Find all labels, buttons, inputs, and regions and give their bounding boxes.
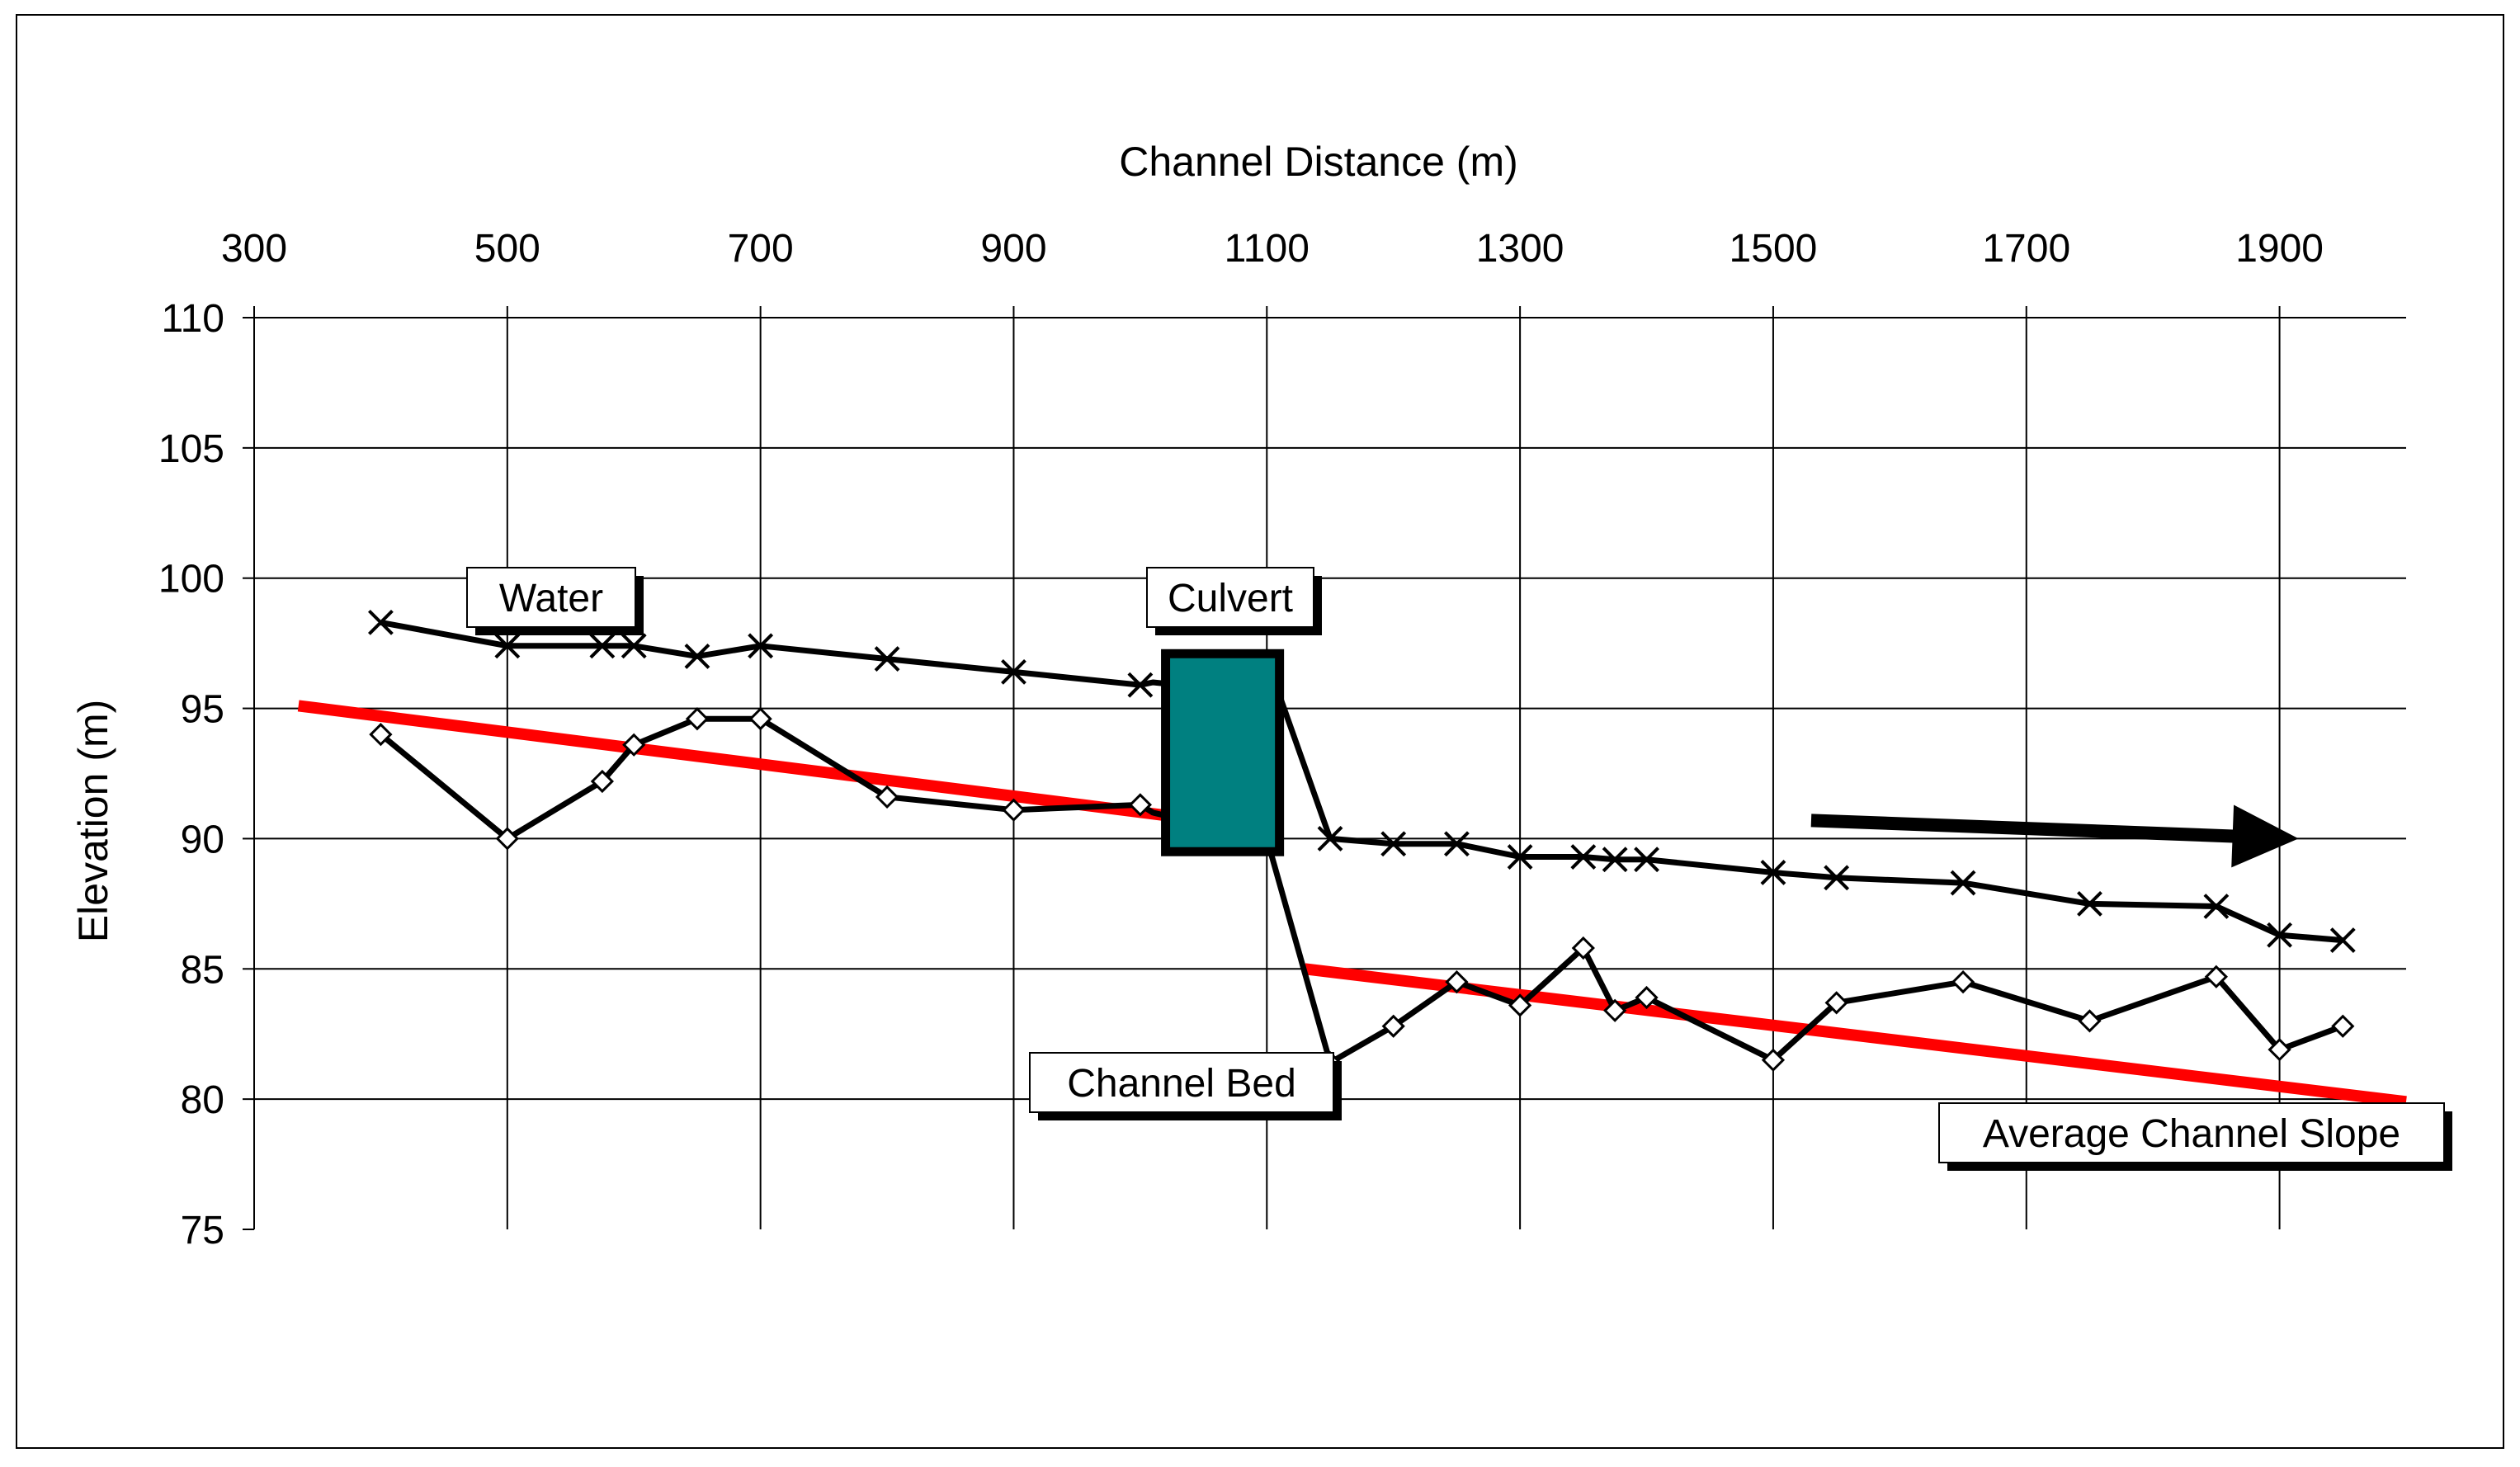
y-tick-label: 75 bbox=[181, 1209, 224, 1252]
x-tick-label: 1500 bbox=[1730, 227, 1818, 271]
water-point bbox=[621, 633, 647, 659]
channel-bed-point bbox=[875, 785, 899, 809]
water-point bbox=[2329, 927, 2356, 953]
y-tick-label: 95 bbox=[181, 688, 224, 732]
water-point bbox=[1127, 672, 1154, 698]
channel-bed-point bbox=[1002, 798, 1026, 822]
channel-bed-point bbox=[622, 733, 646, 757]
water-point bbox=[1001, 658, 1026, 685]
y-tick-label: 90 bbox=[181, 818, 224, 861]
water-point bbox=[1443, 831, 1470, 857]
y-tick-label: 110 bbox=[161, 297, 224, 341]
x-tick-label: 1700 bbox=[1982, 227, 2070, 271]
water-point bbox=[1824, 865, 1850, 891]
x-tick-label: 700 bbox=[728, 227, 794, 271]
y-tick-label: 105 bbox=[158, 427, 224, 471]
series bbox=[367, 609, 2356, 1075]
x-tick-label: 500 bbox=[474, 227, 540, 271]
channel-bed-series-line bbox=[1328, 945, 2344, 1065]
y-tick-label: 85 bbox=[181, 948, 224, 992]
x-tick-label: 1900 bbox=[2235, 227, 2324, 271]
water-point bbox=[2203, 894, 2230, 919]
water-point bbox=[1760, 860, 1786, 885]
water-label-box bbox=[466, 567, 636, 628]
channel-bed-point bbox=[1128, 793, 1153, 817]
channel-bed-point bbox=[1381, 1014, 1405, 1038]
channel-bed-point bbox=[1445, 969, 1469, 994]
channel-bed-point bbox=[2078, 1009, 2102, 1033]
water-point bbox=[2077, 890, 2102, 917]
annotations: Water Culvert Channel Bed Average Channel S… bbox=[466, 567, 2452, 1171]
chart-frame bbox=[16, 14, 2504, 1449]
water-point bbox=[494, 633, 521, 659]
channel-bed-point bbox=[1824, 991, 1848, 1015]
channel-bed-point bbox=[1508, 993, 1532, 1017]
culvert bbox=[1161, 649, 1285, 856]
channel-bed-point bbox=[1951, 969, 1975, 994]
culvert-label-box bbox=[1146, 567, 1314, 628]
avg-slope-label-box bbox=[1938, 1102, 2445, 1163]
channel-bed-point bbox=[1635, 985, 1659, 1010]
water-point bbox=[1950, 870, 1976, 896]
channel-bed-point bbox=[2331, 1014, 2355, 1038]
water-point bbox=[1602, 847, 1628, 873]
x-tick-label: 900 bbox=[980, 227, 1046, 271]
channel-bed-point bbox=[1603, 998, 1627, 1022]
channel-bed-point bbox=[590, 769, 615, 794]
water-point bbox=[684, 644, 710, 669]
channel-bed-label: Channel Bed bbox=[1067, 1062, 1296, 1106]
water-point bbox=[367, 609, 394, 635]
average-slope-line bbox=[297, 700, 1186, 824]
water-point bbox=[1634, 847, 1659, 873]
x-tick-label: 300 bbox=[221, 227, 287, 271]
flow-arrow-shaft bbox=[1810, 814, 2236, 843]
water-series-line bbox=[1329, 835, 2343, 944]
axes: 75 80 85 90 95 100 105 110 300 500 700 900 1100 1300 1… bbox=[158, 227, 2406, 1252]
water-point bbox=[1507, 844, 1533, 870]
channel-bed-point bbox=[1571, 936, 1595, 960]
channel-bed-point bbox=[369, 723, 393, 747]
water-point bbox=[2267, 922, 2293, 948]
culvert-label: Culvert bbox=[1168, 577, 1293, 620]
flow-arrow bbox=[1810, 804, 2299, 868]
water-label: Water bbox=[499, 577, 603, 620]
channel-bed-point bbox=[748, 707, 772, 731]
channel-bed-point bbox=[495, 827, 519, 851]
water-point bbox=[748, 633, 774, 659]
avg-slope-label: Average Channel Slope bbox=[1983, 1112, 2400, 1156]
channel-bed-label-box bbox=[1029, 1052, 1334, 1113]
water-point bbox=[1380, 831, 1407, 857]
x-axis-title: Channel Distance (m) bbox=[1119, 139, 1518, 185]
flow-arrow-head bbox=[2231, 804, 2299, 868]
y-tick-label: 80 bbox=[181, 1078, 224, 1122]
channel-bed-point bbox=[2268, 1038, 2291, 1062]
water-point bbox=[1317, 826, 1343, 851]
water-point bbox=[1570, 844, 1597, 870]
culvert-box bbox=[1161, 649, 1285, 856]
x-tick-label: 1300 bbox=[1476, 227, 1564, 271]
channel-bed-point bbox=[1761, 1048, 1786, 1072]
channel-bed-point bbox=[2204, 965, 2229, 988]
water-point bbox=[874, 646, 900, 672]
y-tick-label: 100 bbox=[158, 558, 224, 601]
x-tick-label: 1100 bbox=[1225, 227, 1310, 271]
water-point bbox=[589, 633, 616, 659]
channel-bed-point bbox=[685, 707, 710, 731]
y-axis-title: Elevation (m) bbox=[70, 700, 116, 943]
